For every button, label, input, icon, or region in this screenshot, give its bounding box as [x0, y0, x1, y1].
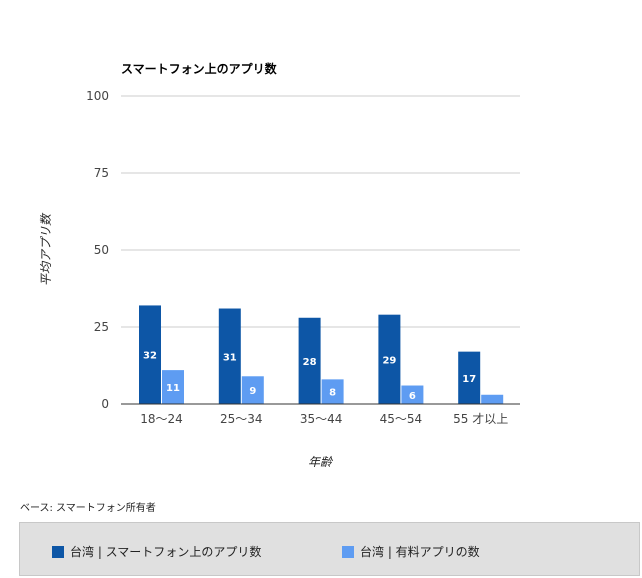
bar[interactable]	[321, 379, 344, 404]
data-label: 29	[382, 355, 396, 366]
data-label: 11	[166, 383, 180, 394]
y-axis-title: 平均アプリ数	[39, 212, 53, 286]
x-tick-label: 25〜34	[220, 412, 263, 426]
legend-swatch-paid-apps	[342, 545, 354, 558]
data-label: 32	[143, 351, 157, 362]
bar[interactable]	[241, 376, 264, 404]
data-label: 28	[303, 357, 317, 368]
gridlines	[121, 95, 520, 328]
legend-swatch-apps	[52, 545, 64, 558]
base-note: ベース: スマートフォン所有者	[20, 503, 156, 514]
legend-item-apps[interactable]: 台湾 | スマートフォン上のアプリ数	[52, 543, 261, 560]
x-axis-title: 年齢	[308, 455, 334, 469]
x-tick-label: 55 才以上	[453, 412, 508, 426]
bar-chart: スマートフォン上のアプリ数 0 25 50 75 100 32 11 31 9 28 8 29 6 17…	[39, 61, 520, 469]
legend-label-paid-apps: 台湾 | 有料アプリの数	[360, 545, 480, 559]
bar[interactable]	[298, 317, 321, 404]
y-tick-label: 0	[101, 397, 109, 411]
bar[interactable]	[401, 385, 424, 404]
legend-item-paid-apps[interactable]: 台湾 | 有料アプリの数	[342, 543, 480, 560]
y-axis-ticks: 0 25 50 75 100	[86, 89, 109, 411]
bars: 32 11 31 9 28 8 29 6 17	[139, 305, 504, 404]
x-tick-label: 35〜44	[300, 412, 343, 426]
data-label: 6	[409, 391, 416, 402]
data-label: 17	[462, 374, 476, 385]
bar[interactable]	[458, 351, 481, 404]
bar[interactable]	[218, 308, 241, 404]
bar[interactable]	[139, 305, 161, 404]
data-label: 31	[223, 352, 237, 363]
y-tick-label: 100	[86, 89, 109, 103]
legend-label-apps: 台湾 | スマートフォン上のアプリ数	[70, 545, 262, 559]
x-axis-ticks: 18〜24 25〜34 35〜44 45〜54 55 才以上	[140, 412, 508, 426]
data-label: 8	[329, 388, 336, 399]
x-tick-label: 18〜24	[140, 412, 183, 426]
bar[interactable]	[481, 394, 504, 404]
data-label: 9	[249, 386, 256, 397]
y-tick-label: 50	[94, 243, 109, 257]
bar[interactable]	[162, 370, 184, 404]
chart-title: スマートフォン上のアプリ数	[121, 61, 278, 76]
y-tick-label: 25	[94, 320, 109, 334]
bar[interactable]	[378, 314, 401, 404]
x-tick-label: 45〜54	[380, 412, 423, 426]
y-tick-label: 75	[94, 166, 109, 180]
legend: 台湾 | スマートフォン上のアプリ数 台湾 | 有料アプリの数	[19, 522, 640, 576]
